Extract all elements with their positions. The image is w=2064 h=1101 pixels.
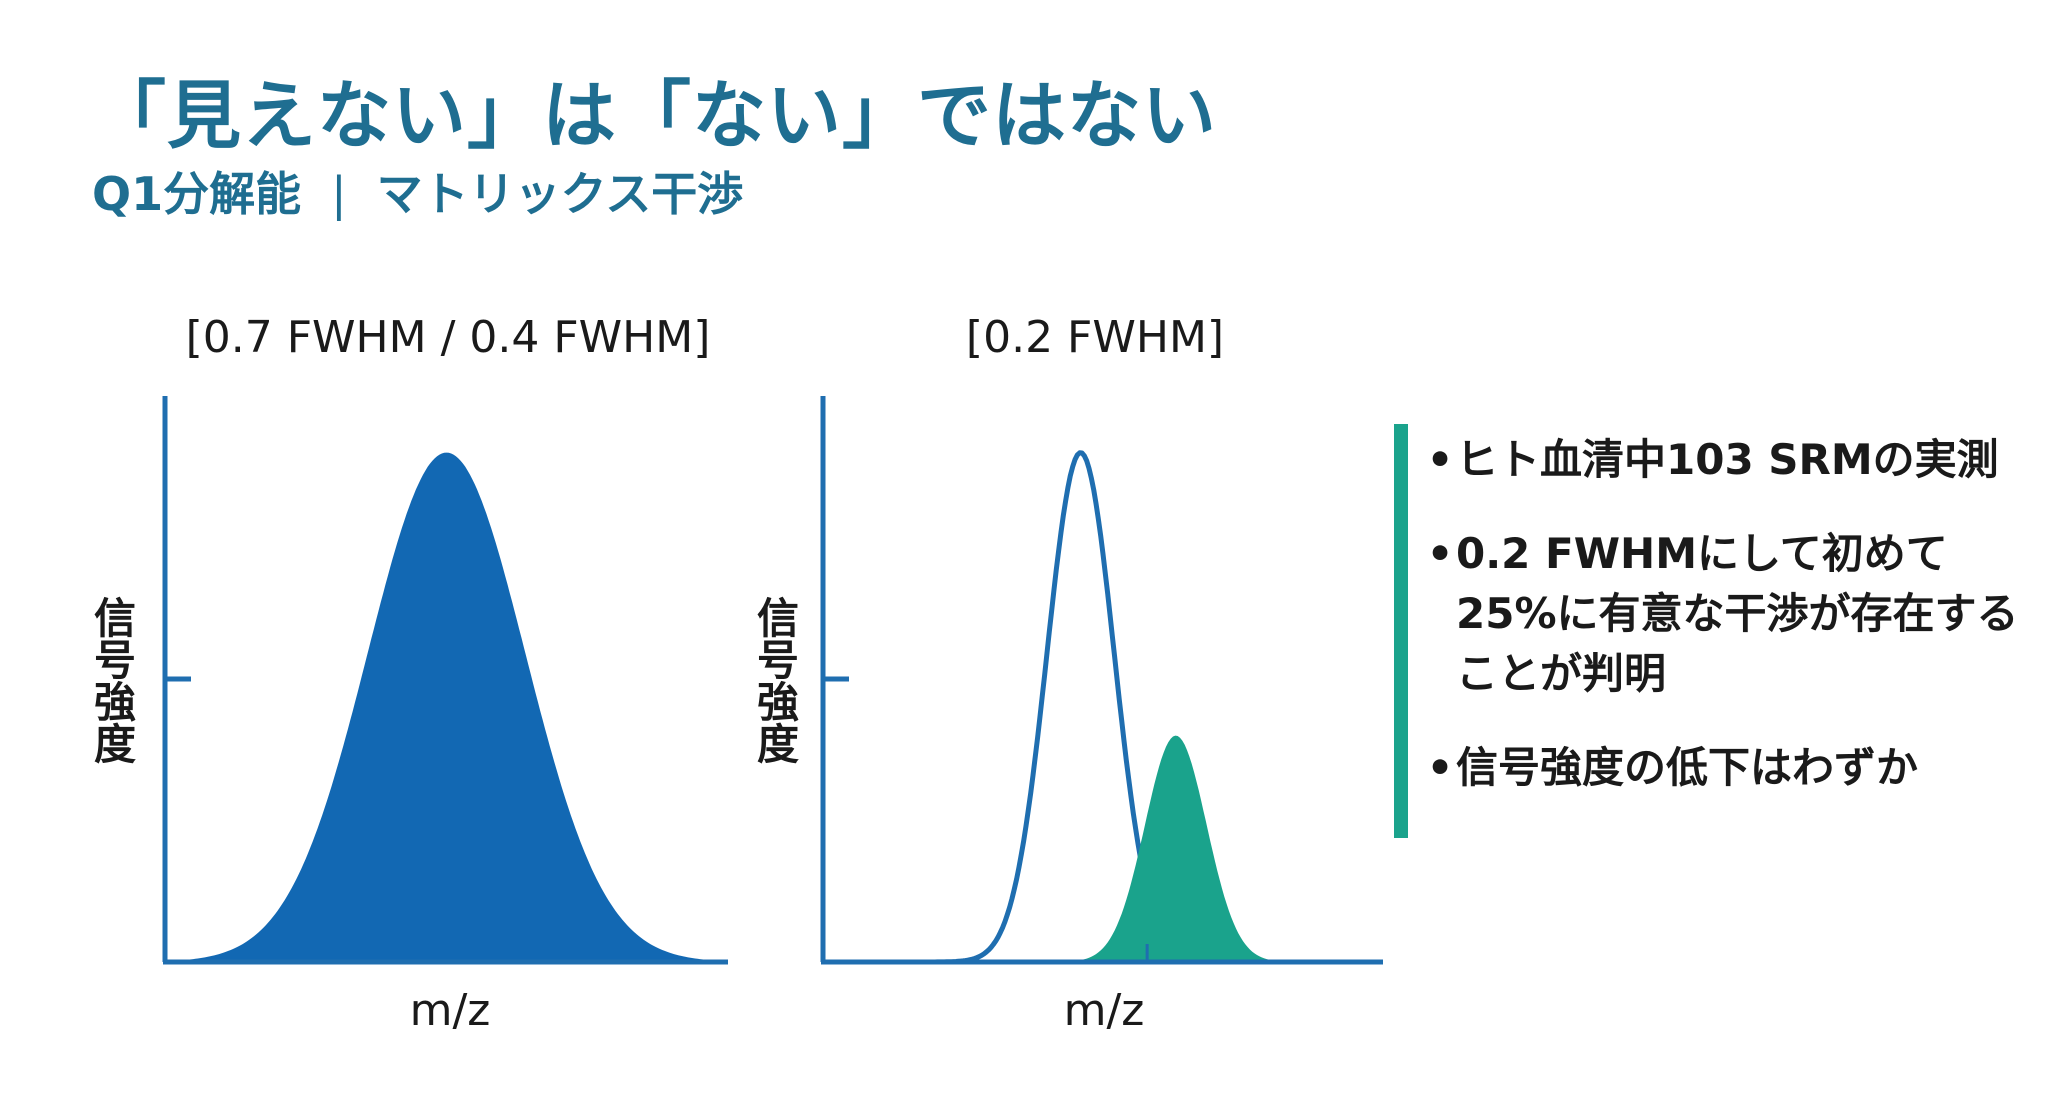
bullet-text-3: 信号強度の低下はわずか bbox=[1456, 743, 1919, 792]
chart-2-ylabel: 信号強度 bbox=[750, 596, 800, 764]
bullet-text-2: 0.2 FWHMにして初めて25%に有意な干渉が存在することが判明 bbox=[1456, 529, 2019, 698]
chart-1-title: [0.7 FWHM / 0.4 FWHM] bbox=[185, 312, 711, 363]
bullet-dot: • bbox=[1426, 743, 1454, 792]
page-subtitle: Q1分解能 | マトリックス干渉 bbox=[92, 158, 743, 224]
bullet-item-2: • 0.2 FWHMにして初めて25%に有意な干渉が存在することが判明 bbox=[1424, 524, 2024, 704]
chart-1-peak-1-fill bbox=[165, 452, 728, 962]
chart-1-xlabel: m/z bbox=[409, 985, 491, 1036]
bullet-text-1: ヒト血清中103 SRMの実測 bbox=[1456, 435, 1999, 484]
chart-2-title: [0.2 FWHM] bbox=[965, 312, 1225, 363]
bullet-item-3: • 信号強度の低下はわずか bbox=[1424, 738, 2024, 798]
subtitle-separator: | bbox=[331, 167, 347, 221]
bullet-item-1: • ヒト血清中103 SRMの実測 bbox=[1424, 430, 2024, 490]
subtitle-topic-resolution: Q1分解能 bbox=[92, 167, 302, 221]
bullet-dot: • bbox=[1426, 435, 1454, 484]
subtitle-topic-interference: マトリックス干渉 bbox=[376, 167, 744, 221]
bullet-accent-bar bbox=[1394, 424, 1408, 838]
chart-2-peak-1-outline bbox=[822, 450, 1384, 965]
chart-1-ylabel: 信号強度 bbox=[87, 596, 137, 764]
bullet-list: • ヒト血清中103 SRMの実測 • 0.2 FWHMにして初めて25%に有意… bbox=[1424, 430, 2024, 832]
page-title: 「見えない」は「ない」ではない bbox=[92, 73, 1217, 159]
bullet-dot: • bbox=[1426, 529, 1454, 578]
chart-2-xlabel: m/z bbox=[1063, 985, 1145, 1036]
